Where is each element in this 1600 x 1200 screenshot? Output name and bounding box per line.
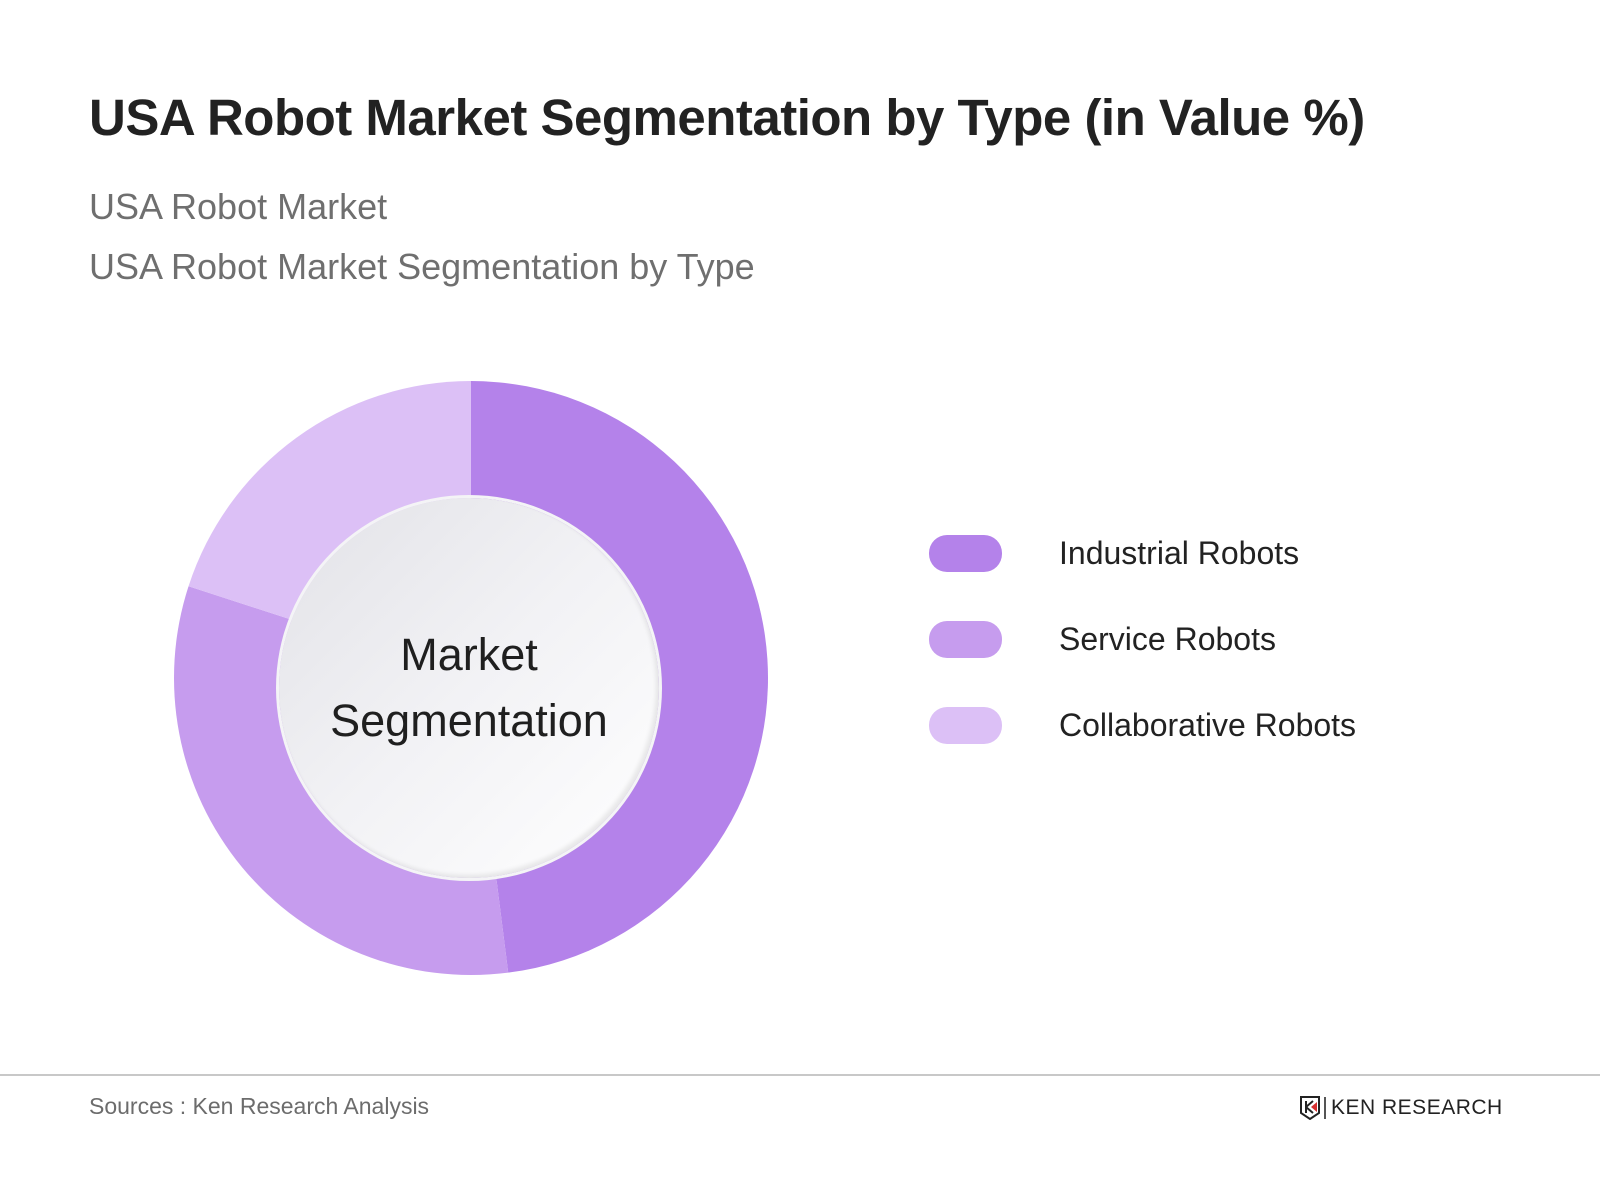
chart-title: USA Robot Market Segmentation by Type (i… xyxy=(89,89,1365,146)
center-label-line2: Segmentation xyxy=(330,695,608,746)
chart-subtitle-segmentation: USA Robot Market Segmentation by Type xyxy=(89,246,755,287)
chart-legend: Industrial Robots Service Robots Collabo… xyxy=(929,535,1356,793)
legend-item-collaborative: Collaborative Robots xyxy=(929,707,1356,744)
legend-label-service: Service Robots xyxy=(1059,621,1276,657)
source-note: Sources : Ken Research Analysis xyxy=(89,1093,430,1119)
footer-divider xyxy=(0,1074,1600,1076)
legend-item-service: Service Robots xyxy=(929,621,1356,658)
legend-swatch-service xyxy=(929,621,1002,658)
brand-separator xyxy=(1324,1097,1326,1119)
legend-item-industrial: Industrial Robots xyxy=(929,535,1356,572)
legend-swatch-collaborative xyxy=(929,707,1002,744)
legend-label-collaborative: Collaborative Robots xyxy=(1059,707,1357,743)
legend-swatch-industrial xyxy=(929,535,1002,572)
donut-center: Market Segmentation xyxy=(279,498,659,878)
chart-subtitle-market: USA Robot Market xyxy=(89,186,388,227)
center-label-line1: Market xyxy=(400,629,538,680)
ken-research-logo-icon xyxy=(1300,1096,1320,1120)
legend-label-industrial: Industrial Robots xyxy=(1059,535,1300,571)
brand-name: KEN RESEARCH xyxy=(1331,1096,1503,1119)
brand-logo: KEN RESEARCH xyxy=(1300,1096,1503,1120)
